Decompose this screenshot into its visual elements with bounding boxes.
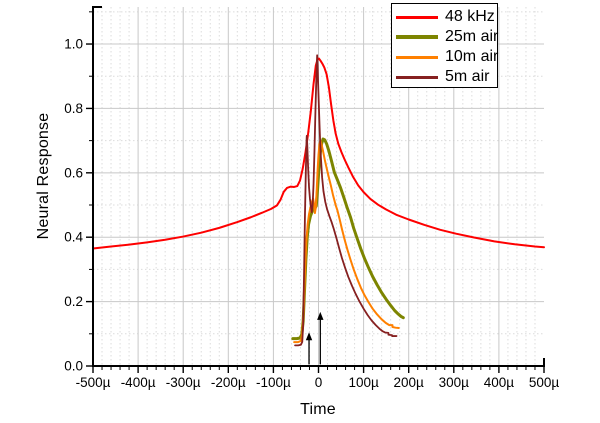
svg-text:-500µ: -500µ: [76, 375, 111, 390]
legend-box: 48 kHz 25m air 10m air 5m air: [391, 3, 498, 88]
svg-text:0.4: 0.4: [64, 230, 83, 245]
up-arrow: [317, 311, 324, 365]
y-axis-title: Neural Response: [35, 112, 52, 240]
svg-text:500µ: 500µ: [529, 375, 560, 390]
svg-text:0.6: 0.6: [64, 165, 83, 180]
svg-text:-100µ: -100µ: [256, 375, 291, 390]
legend-item: 10m air: [396, 47, 499, 67]
legend-line-sample: [396, 15, 438, 19]
svg-text:0.0: 0.0: [64, 359, 83, 374]
legend-line-sample: [396, 75, 438, 79]
tick-labels: -500µ -400µ -300µ -200µ -100µ 0 100µ 200µ 300µ 40…: [64, 37, 559, 390]
series-lines: [92, 54, 545, 347]
tick-marks: [86, 11, 545, 373]
legend-label: 25m air: [445, 28, 499, 45]
series-line-10m-air: [293, 139, 400, 344]
svg-text:300µ: 300µ: [439, 375, 470, 390]
svg-text:0.8: 0.8: [64, 101, 83, 116]
svg-text:-400µ: -400µ: [121, 375, 156, 390]
legend-label: 5m air: [445, 68, 490, 85]
legend-item: 48 kHz: [396, 7, 497, 27]
svg-text:200µ: 200µ: [394, 375, 425, 390]
svg-text:0.2: 0.2: [64, 294, 83, 309]
svg-text:400µ: 400µ: [484, 375, 515, 390]
svg-text:100µ: 100µ: [348, 375, 379, 390]
legend-label: 48 kHz: [445, 8, 495, 25]
x-axis-title: Time: [300, 401, 336, 418]
legend-line-sample: [396, 55, 438, 59]
legend-label: 10m air: [445, 48, 499, 65]
series-line-48-khz: [92, 57, 545, 250]
legend-line-sample: [396, 35, 438, 39]
annotations: [305, 311, 324, 365]
series-line-5m-air: [294, 54, 398, 347]
legend-item: 25m air: [396, 27, 499, 47]
svg-text:-300µ: -300µ: [166, 375, 201, 390]
svg-text:-200µ: -200µ: [211, 375, 246, 390]
legend-item: 5m air: [396, 67, 497, 87]
svg-text:1.0: 1.0: [64, 37, 83, 52]
svg-text:0: 0: [315, 375, 323, 390]
up-arrow: [305, 332, 313, 365]
